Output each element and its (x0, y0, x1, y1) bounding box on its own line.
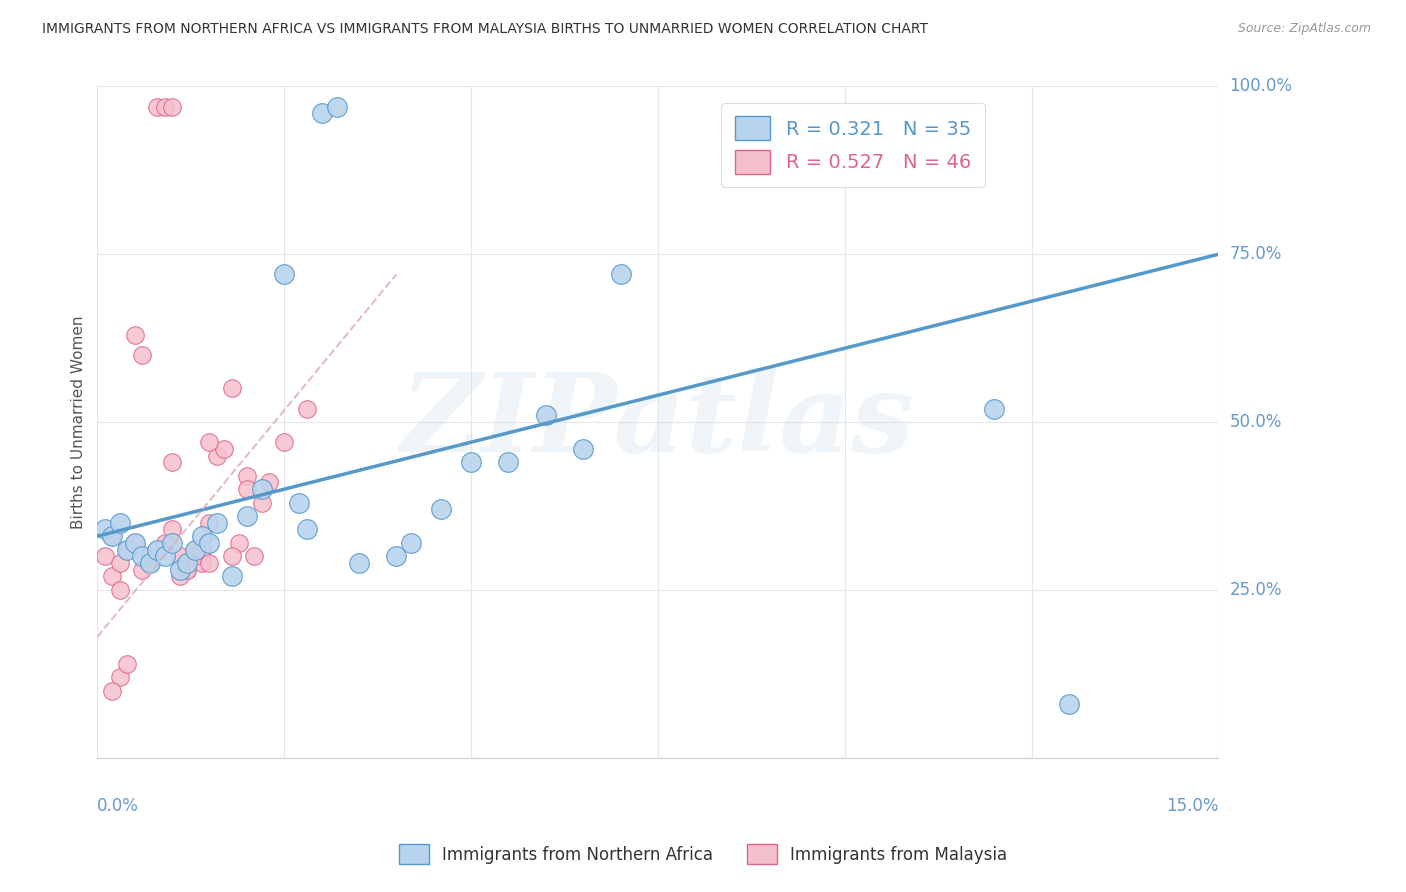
Point (124, 536, 146, 550)
Point (131, 549, 153, 564)
Text: IMMIGRANTS FROM NORTHERN AFRICA VS IMMIGRANTS FROM MALAYSIA BIRTHS TO UNMARRIED : IMMIGRANTS FROM NORTHERN AFRICA VS IMMIG… (42, 22, 928, 37)
Text: 15.0%: 15.0% (1166, 797, 1219, 814)
Point (160, 536, 183, 550)
Point (191, 529, 214, 543)
Point (124, 536, 146, 550)
Point (347, 556, 370, 570)
Point (117, 542, 139, 557)
Point (101, 569, 124, 583)
Text: ZIPatlas: ZIPatlas (401, 368, 915, 475)
Point (311, 106, 333, 120)
Point (198, 435, 221, 450)
Point (250, 495, 273, 509)
Point (385, 549, 408, 564)
Point (198, 556, 221, 570)
Point (288, 495, 311, 509)
Point (259, 475, 281, 490)
Point (534, 409, 557, 423)
Point (498, 455, 520, 469)
Point (146, 542, 169, 557)
Point (236, 509, 259, 524)
Y-axis label: Births to Unmarried Women: Births to Unmarried Women (72, 315, 86, 529)
Point (101, 529, 124, 543)
Point (131, 348, 153, 362)
Point (243, 549, 266, 564)
Point (205, 449, 228, 463)
Point (108, 516, 131, 530)
Text: 0.0%: 0.0% (97, 797, 139, 814)
Point (138, 556, 160, 570)
Point (160, 99, 183, 113)
Point (572, 442, 595, 456)
Legend: R = 0.321   N = 35, R = 0.527   N = 46: R = 0.321 N = 35, R = 0.527 N = 46 (721, 103, 984, 187)
Point (273, 268, 295, 282)
Point (101, 683, 124, 698)
Point (153, 549, 176, 564)
Point (117, 542, 139, 557)
Text: 25.0%: 25.0% (1230, 581, 1282, 599)
Point (205, 516, 228, 530)
Point (153, 536, 176, 550)
Point (146, 99, 169, 113)
Point (325, 99, 347, 113)
Point (430, 502, 453, 516)
Point (108, 556, 131, 570)
Point (108, 670, 131, 684)
Point (160, 455, 183, 469)
Point (295, 401, 318, 416)
Point (160, 523, 183, 537)
Point (169, 563, 191, 577)
Point (609, 268, 631, 282)
Point (250, 482, 273, 496)
Point (198, 536, 221, 550)
Text: Source: ZipAtlas.com: Source: ZipAtlas.com (1237, 22, 1371, 36)
Text: 75.0%: 75.0% (1230, 245, 1282, 263)
Point (124, 327, 146, 342)
Point (138, 556, 160, 570)
Point (191, 556, 214, 570)
Point (94, 549, 117, 564)
Point (228, 536, 250, 550)
Point (94, 523, 117, 537)
Point (101, 529, 124, 543)
Point (183, 542, 205, 557)
Point (183, 542, 205, 557)
Point (146, 542, 169, 557)
Point (169, 569, 191, 583)
Point (273, 435, 295, 450)
Point (131, 563, 153, 577)
Point (169, 549, 191, 564)
Point (117, 657, 139, 671)
Point (117, 542, 139, 557)
Point (176, 563, 198, 577)
Point (983, 401, 1005, 416)
Legend: Immigrants from Northern Africa, Immigrants from Malaysia: Immigrants from Northern Africa, Immigra… (392, 838, 1014, 871)
Point (221, 382, 243, 396)
Point (214, 442, 236, 456)
Point (108, 582, 131, 597)
Point (295, 523, 318, 537)
Text: 100.0%: 100.0% (1230, 78, 1292, 95)
Point (401, 536, 423, 550)
Point (236, 468, 259, 483)
Point (236, 482, 259, 496)
Point (460, 455, 482, 469)
Point (191, 542, 214, 557)
Point (138, 549, 160, 564)
Point (221, 569, 243, 583)
Point (176, 556, 198, 570)
Point (153, 99, 176, 113)
Point (198, 516, 221, 530)
Point (221, 549, 243, 564)
Text: 50.0%: 50.0% (1230, 413, 1282, 431)
Point (1057, 697, 1080, 711)
Point (176, 563, 198, 577)
Point (183, 549, 205, 564)
